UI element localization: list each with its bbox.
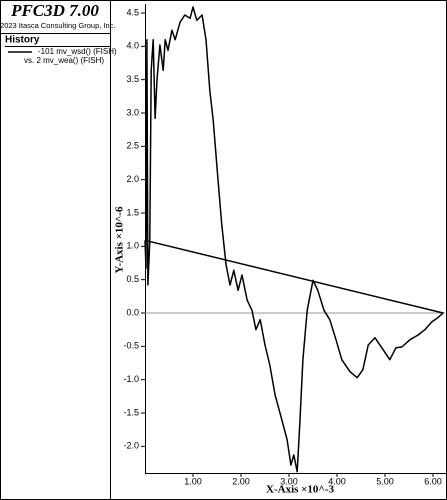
x-tick-label: 6.00 <box>424 476 442 486</box>
x-tick-label: 5.00 <box>376 476 394 486</box>
plot-area: -2.0 -1.5 -1.0 -0.5 0.0 0.5 1.0 1.5 2.0 2.5 3.0 3.5… <box>123 6 445 486</box>
x-tick-label: 2.00 <box>232 476 250 486</box>
y-tick-label: 0.0 <box>126 307 139 317</box>
legend-x-label: vs. 2 mv_wea() (FISH) <box>24 56 104 65</box>
app-title: PFC3D 7.00 <box>10 1 99 20</box>
y-tick-label: 2.0 <box>126 174 139 184</box>
y-tick-label: 2.5 <box>126 141 139 151</box>
y-tick-label: 3.5 <box>126 74 139 84</box>
y-tick-label: 1.5 <box>126 207 139 217</box>
x-tick-label: 1.00 <box>184 476 202 486</box>
legend: -101 mv_wsd() (FISH)vs. 2 mv_wea() (FISH… <box>8 47 117 65</box>
section-title: History <box>5 35 40 46</box>
y-tick-label: -1.5 <box>123 407 139 417</box>
x-axis-label: X-Axis ×10^-3 <box>266 484 334 496</box>
y-tick-label: -1.0 <box>123 374 139 384</box>
y-tick-label: 4.5 <box>126 7 139 17</box>
y-tick-label: 0.5 <box>126 274 139 284</box>
legend-label: -101 mv_wsd() (FISH) <box>38 47 117 56</box>
y-tick-label: 4.0 <box>126 41 139 51</box>
y-tick-label: 3.0 <box>126 107 139 117</box>
x-tick-label: 3.00 <box>280 476 298 486</box>
x-tick-label: 4.00 <box>328 476 346 486</box>
series-line <box>144 6 444 473</box>
y-tick-label: 1.0 <box>126 241 139 251</box>
y-tick-label: -0.5 <box>123 341 139 351</box>
y-tick-label: -2.0 <box>123 441 139 451</box>
copyright: ©2023 Itasca Consulting Group, Inc. <box>0 21 116 30</box>
y-axis-label: Y-Axis ×10^-6 <box>114 206 126 273</box>
